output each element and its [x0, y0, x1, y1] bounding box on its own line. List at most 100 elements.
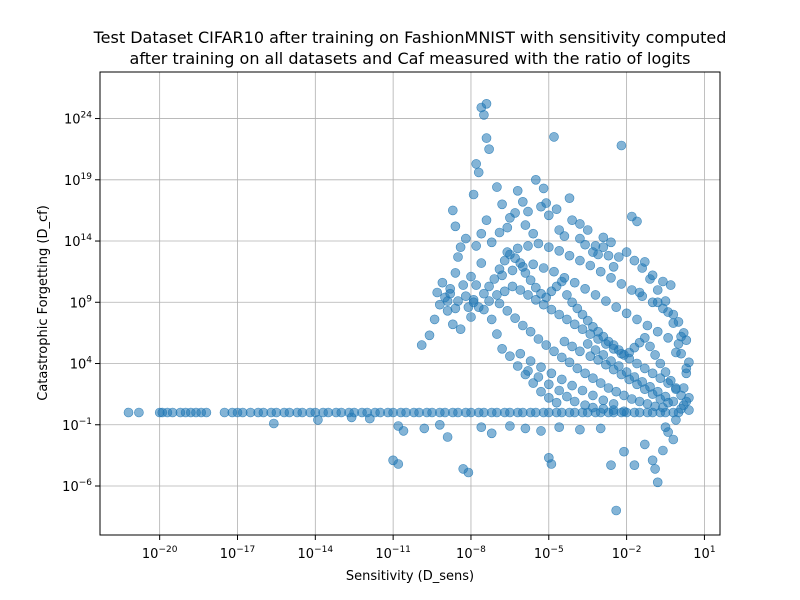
data-point	[364, 413, 375, 424]
data-point	[629, 460, 640, 471]
data-point	[595, 423, 606, 434]
data-point	[613, 252, 624, 262]
data-point	[668, 434, 679, 445]
data-point	[619, 390, 629, 401]
data-point	[554, 422, 565, 433]
data-point	[484, 296, 494, 306]
data-point	[645, 341, 655, 352]
data-point	[564, 193, 575, 203]
data-point	[494, 227, 505, 238]
data-point	[567, 341, 577, 352]
data-point	[647, 455, 658, 466]
data-point	[671, 347, 681, 358]
data-point	[663, 332, 673, 343]
data-point	[551, 397, 562, 408]
data-point	[520, 423, 531, 434]
data-point	[562, 391, 572, 402]
data-point	[520, 220, 531, 230]
data-point	[645, 381, 655, 392]
y-tick-label: 1014	[64, 233, 92, 250]
data-point	[525, 275, 536, 286]
data-point	[671, 384, 681, 395]
data-point	[613, 361, 624, 371]
data-point	[458, 280, 469, 290]
data-point	[642, 320, 653, 331]
data-point	[505, 421, 515, 431]
data-point	[523, 290, 533, 300]
data-point	[577, 324, 588, 335]
data-point	[543, 210, 554, 221]
data-point	[489, 274, 500, 284]
data-point	[572, 303, 583, 314]
data-point	[450, 221, 461, 232]
data-point	[512, 361, 523, 371]
data-point	[601, 296, 611, 306]
data-point	[684, 405, 694, 415]
x-tick-label: 101	[693, 545, 715, 562]
data-point	[505, 351, 515, 362]
data-point	[582, 315, 593, 326]
data-point	[564, 250, 575, 261]
data-point	[676, 331, 686, 342]
data-point	[647, 368, 658, 379]
data-point	[575, 233, 585, 244]
data-point	[471, 280, 482, 290]
data-point	[460, 291, 471, 302]
data-point	[434, 419, 445, 430]
data-point	[629, 255, 640, 266]
data-point	[588, 373, 598, 384]
data-point	[201, 407, 212, 418]
data-point	[580, 368, 590, 379]
data-point	[606, 272, 616, 283]
data-point	[484, 281, 494, 292]
data-point	[455, 242, 466, 252]
data-point	[530, 175, 541, 185]
data-point	[595, 266, 606, 277]
data-point	[590, 290, 601, 300]
data-point	[582, 339, 593, 349]
data-point	[598, 232, 609, 243]
data-point	[582, 225, 593, 235]
data-point	[473, 167, 484, 178]
data-point	[575, 219, 585, 229]
data-point	[536, 362, 546, 373]
data-point	[660, 296, 671, 306]
data-point	[541, 340, 552, 350]
data-point	[528, 228, 539, 239]
data-point	[556, 374, 567, 385]
data-point	[619, 446, 629, 457]
data-point	[660, 391, 671, 402]
data-point	[681, 396, 692, 407]
data-point	[585, 260, 596, 271]
data-point	[549, 266, 559, 277]
data-point	[123, 407, 134, 418]
data-point	[471, 159, 482, 169]
data-point	[658, 276, 668, 287]
data-point	[551, 204, 562, 214]
data-point	[476, 258, 487, 268]
data-point	[463, 467, 474, 478]
data-point	[492, 329, 502, 339]
data-point	[517, 320, 528, 331]
data-point	[502, 222, 513, 233]
data-point	[590, 241, 601, 251]
data-point	[499, 286, 510, 297]
data-point	[606, 237, 616, 248]
data-point	[668, 318, 679, 328]
data-point	[541, 198, 552, 208]
data-point	[515, 258, 526, 268]
data-point	[658, 445, 668, 456]
y-axis-ticks: 10−6 10−1 104 109 1014 1019 1024	[62, 111, 100, 495]
data-point	[621, 247, 632, 257]
data-point	[606, 460, 616, 471]
data-point	[611, 386, 622, 397]
data-point	[134, 407, 144, 418]
data-point	[484, 144, 494, 154]
data-point	[567, 380, 577, 391]
data-point	[575, 346, 585, 357]
data-point	[473, 302, 484, 313]
data-point	[525, 326, 536, 337]
y-tick-label: 1019	[64, 172, 92, 189]
data-point	[476, 422, 487, 433]
